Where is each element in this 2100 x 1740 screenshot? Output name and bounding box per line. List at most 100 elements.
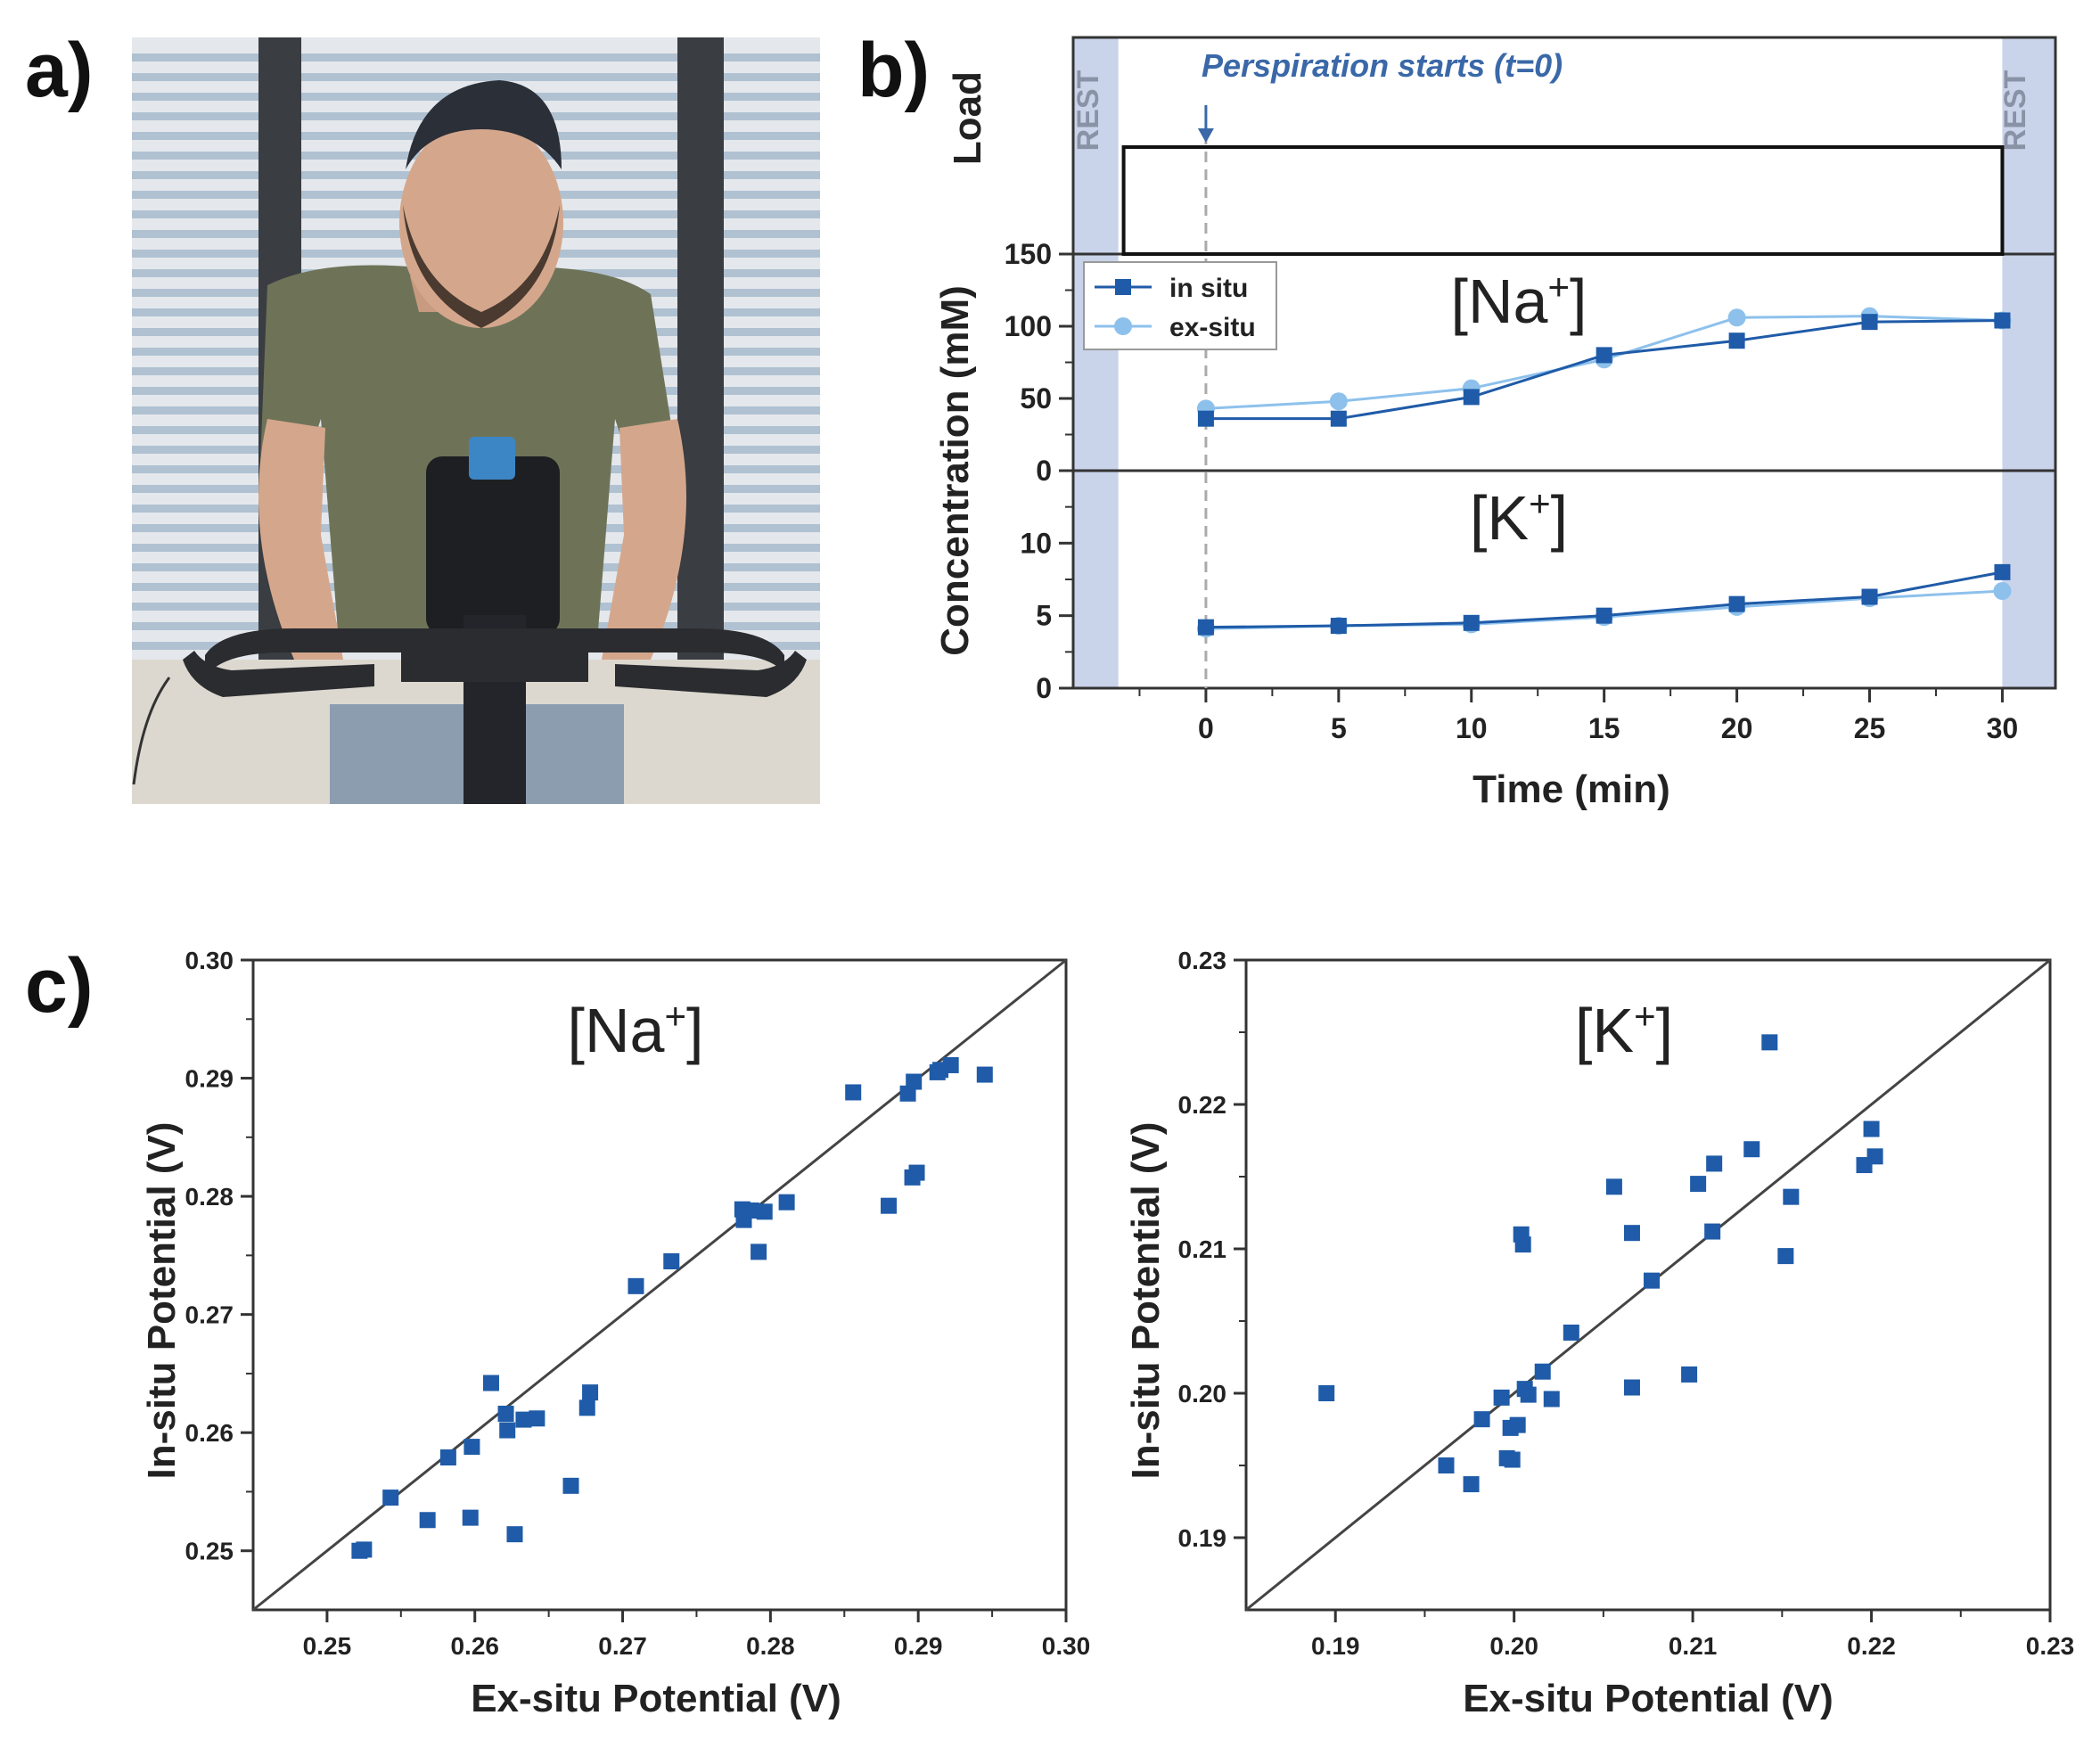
right-arm bbox=[602, 419, 686, 660]
sodium-scatter-point bbox=[582, 1384, 599, 1401]
potassium-scatter-x-tick-label: 0.19 bbox=[1311, 1632, 1360, 1660]
sodium-scatter-y-tick-label: 0.25 bbox=[185, 1538, 234, 1565]
potassium-scatter-point bbox=[1690, 1176, 1707, 1193]
sodium-point-ex-situ bbox=[1329, 392, 1348, 411]
beard bbox=[403, 205, 560, 328]
sodium-scatter-point bbox=[382, 1490, 399, 1506]
potassium-point-ex-situ bbox=[1993, 582, 2012, 601]
annotation-arrow-head bbox=[1197, 128, 1214, 143]
potassium-scatter-point bbox=[1743, 1141, 1760, 1158]
sodium-scatter-point bbox=[881, 1197, 898, 1214]
potassium-scatter-x-tick-label: 0.22 bbox=[1847, 1632, 1896, 1660]
x-tick-label: 20 bbox=[1721, 712, 1753, 744]
sodium-scatter-point bbox=[506, 1526, 523, 1543]
sodium-scatter-point bbox=[419, 1512, 436, 1529]
potassium-scatter-point bbox=[1504, 1451, 1521, 1468]
blind-slat bbox=[132, 53, 820, 62]
potassium-scatter: [K+] Ex-situ Potential (V) In-situ Poten… bbox=[1124, 947, 2074, 1720]
potassium-scatter-point bbox=[1623, 1225, 1640, 1242]
legend-label-ex-situ: ex-situ bbox=[1169, 313, 1256, 342]
panel-label-a: a) bbox=[25, 28, 93, 113]
sodium-y-tick-label: 150 bbox=[1005, 238, 1052, 270]
perspiration-annotation: Perspiration starts (t=0) bbox=[1202, 47, 1563, 84]
sodium-scatter-x-tick-label: 0.29 bbox=[894, 1632, 943, 1660]
sodium-point-in-situ bbox=[1596, 347, 1612, 364]
potassium-scatter-point bbox=[1706, 1155, 1723, 1172]
potassium-scatter-point bbox=[1318, 1385, 1335, 1401]
potassium-scatter-xlabel: Ex-situ Potential (V) bbox=[1463, 1677, 1833, 1720]
sensor-device bbox=[469, 437, 515, 480]
legend-box bbox=[1083, 261, 1277, 350]
sodium-scatter-y-tick-label: 0.26 bbox=[185, 1419, 234, 1447]
sodium-point-in-situ bbox=[1197, 410, 1214, 427]
potassium-scatter-point bbox=[1777, 1248, 1794, 1265]
sodium-scatter-point bbox=[356, 1541, 373, 1558]
sodium-scatter-point bbox=[529, 1410, 546, 1427]
potassium-y-tick-label: 0 bbox=[1036, 672, 1052, 704]
exercise-bike bbox=[132, 437, 807, 804]
left-arm bbox=[258, 419, 343, 660]
sodium-scatter-xlabel: Ex-situ Potential (V) bbox=[471, 1677, 841, 1720]
x-tick-label: 10 bbox=[1456, 712, 1488, 744]
legend-marker-in-situ bbox=[1115, 279, 1131, 295]
sodium-scatter-point bbox=[515, 1411, 532, 1428]
sodium-scatter-x-tick-label: 0.28 bbox=[746, 1632, 795, 1660]
sodium-scatter-point bbox=[906, 1073, 923, 1090]
rest-label-left: REST bbox=[1071, 70, 1105, 151]
sodium-scatter-point bbox=[942, 1056, 959, 1073]
sodium-scatter-x-tick-label: 0.27 bbox=[598, 1632, 647, 1660]
potassium-scatter-point bbox=[1783, 1188, 1800, 1205]
potassium-point-in-situ bbox=[1596, 607, 1612, 624]
x-tick-label: 30 bbox=[1987, 712, 2019, 744]
person bbox=[258, 80, 686, 804]
sodium-scatter-x-tick-label: 0.26 bbox=[450, 1632, 499, 1660]
potassium-point-in-situ bbox=[1728, 595, 1745, 612]
potassium-point-in-situ bbox=[1197, 619, 1214, 636]
time-axis-label: Time (min) bbox=[1472, 767, 1670, 811]
potassium-y-tick-label: 5 bbox=[1036, 600, 1052, 632]
panel-label-c: c) bbox=[25, 943, 93, 1029]
bandana bbox=[406, 80, 562, 169]
sodium-scatter-point bbox=[628, 1277, 644, 1294]
handlebar-left-grip bbox=[183, 651, 374, 697]
potassium-scatter-point bbox=[1438, 1457, 1455, 1473]
legend-marker-ex-situ bbox=[1114, 317, 1132, 335]
bike-console bbox=[426, 456, 560, 635]
rest-label-right: REST bbox=[1998, 70, 2032, 151]
sodium-scatter-point bbox=[976, 1066, 993, 1083]
sodium-scatter-point bbox=[497, 1405, 514, 1422]
sodium-scatter: [Na+] Ex-situ Potential (V) In-situ Pote… bbox=[140, 947, 1090, 1720]
sodium-scatter-point bbox=[742, 1202, 759, 1219]
panel-label-b: b) bbox=[857, 28, 930, 113]
legend-label-in-situ: in situ bbox=[1169, 274, 1248, 303]
sodium-scatter-x-tick-label: 0.25 bbox=[303, 1632, 352, 1660]
potassium-scatter-point bbox=[1605, 1178, 1622, 1195]
sodium-scatter-point bbox=[908, 1164, 925, 1181]
potassium-scatter-x-tick-label: 0.23 bbox=[2026, 1632, 2075, 1660]
timecourse-chart: 0 5 10 15 20 25 30 0 50 100 150 0 5 10 in situ ex-situ… bbox=[933, 36, 2057, 811]
potassium-scatter-point bbox=[1761, 1034, 1778, 1051]
face bbox=[399, 118, 563, 328]
potassium-scatter-x-tick-label: 0.21 bbox=[1669, 1632, 1718, 1660]
load-profile bbox=[1121, 145, 2005, 256]
potassium-label: [K+] bbox=[1470, 482, 1568, 553]
rest-bands bbox=[1073, 37, 2055, 688]
sodium-scatter-point bbox=[482, 1375, 499, 1391]
potassium-scatter-point bbox=[1681, 1366, 1698, 1383]
sodium-label: [Na+] bbox=[1451, 266, 1587, 336]
bike-handlebar bbox=[205, 628, 784, 682]
sodium-scatter-point bbox=[562, 1477, 579, 1494]
load-axis-label: Load bbox=[946, 71, 989, 165]
potassium-scatter-point bbox=[1644, 1272, 1661, 1289]
sodium-scatter-title: [Na+] bbox=[568, 995, 704, 1065]
sodium-scatter-y-tick-label: 0.28 bbox=[185, 1183, 234, 1211]
timecourse-series bbox=[1196, 307, 2012, 638]
x-tick-label: 0 bbox=[1198, 712, 1214, 744]
potassium-y-tick-label: 10 bbox=[1020, 527, 1052, 559]
sodium-point-in-situ bbox=[1728, 332, 1745, 349]
potassium-scatter-point bbox=[1514, 1236, 1531, 1253]
blind-slat bbox=[132, 73, 820, 81]
sodium-scatter-y-tick-label: 0.29 bbox=[185, 1065, 234, 1093]
sodium-scatter-point bbox=[439, 1449, 456, 1466]
potassium-scatter-y-tick-label: 0.23 bbox=[1178, 947, 1227, 974]
